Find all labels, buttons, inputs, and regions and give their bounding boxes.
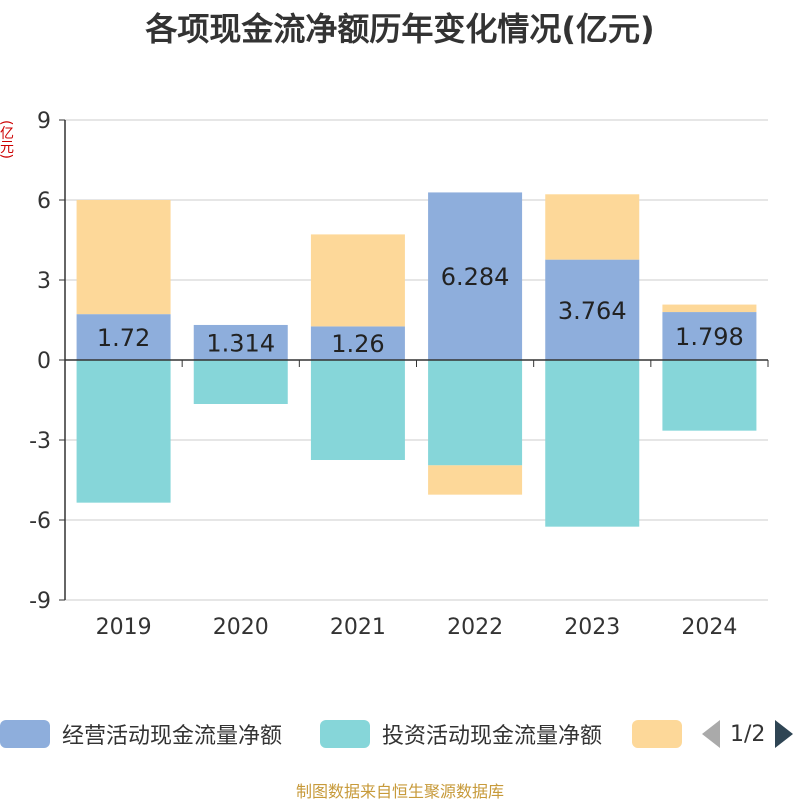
bar-investing-2024 bbox=[662, 360, 757, 431]
x-tick-label: 2020 bbox=[213, 615, 269, 640]
bar-operating-2021 bbox=[310, 326, 405, 360]
bar-investing-2019 bbox=[76, 360, 171, 503]
x-tick-label: 2019 bbox=[96, 615, 152, 640]
legend-label-operating: 经营活动现金流量净额 bbox=[62, 724, 283, 749]
y-tick-label: 6 bbox=[37, 189, 51, 214]
y-tick-label: 9 bbox=[37, 109, 51, 134]
bar-operating-2024 bbox=[662, 312, 757, 360]
bar-investing-2022 bbox=[428, 360, 523, 466]
bar-financing-2022 bbox=[428, 465, 523, 495]
pager-text: 1/2 bbox=[730, 721, 766, 747]
x-tick-label: 2024 bbox=[681, 615, 737, 640]
data-label: 1.798 bbox=[675, 323, 744, 351]
bar-financing-2024 bbox=[662, 304, 757, 313]
pager-next-icon[interactable] bbox=[775, 720, 794, 748]
y-tick-label: -3 bbox=[29, 429, 51, 454]
bar-operating-2020 bbox=[193, 324, 288, 360]
bar-operating-2023 bbox=[545, 259, 640, 360]
bar-investing-2023 bbox=[545, 360, 640, 527]
data-label: 6.284 bbox=[441, 263, 510, 291]
legend-swatch-financing bbox=[632, 720, 682, 748]
data-label: 3.764 bbox=[558, 297, 627, 325]
legend-label-investing: 投资活动现金流量净额 bbox=[382, 724, 603, 749]
pager-prev-icon[interactable] bbox=[702, 720, 720, 748]
chart-title: 各项现金流净额历年变化情况(亿元) bbox=[145, 10, 655, 48]
data-label: 1.26 bbox=[331, 330, 384, 358]
y-tick-label: -6 bbox=[29, 509, 51, 534]
legend-swatch-investing bbox=[320, 720, 370, 748]
legend: 经营活动现金流量净额 投资活动现金流量净额 1/2 bbox=[0, 716, 800, 752]
legend-item-operating[interactable]: 经营活动现金流量净额 bbox=[0, 716, 282, 752]
legend-item-financing[interactable] bbox=[632, 716, 682, 752]
chart-area: 9 6 3 0 -3 -6 -9 2019 2020 2021 2022 2023 2024 1.72 1.… bbox=[29, 109, 769, 640]
bar-financing-2019 bbox=[76, 200, 171, 315]
y-tick-label: 0 bbox=[37, 349, 51, 374]
source-note: 制图数据来自恒生聚源数据库 bbox=[295, 782, 504, 801]
x-tick-label: 2022 bbox=[447, 615, 503, 640]
bar-financing-2023 bbox=[545, 194, 640, 260]
y-tick-label: -9 bbox=[29, 589, 51, 614]
bar-operating-2019 bbox=[76, 314, 171, 360]
bar-operating-2022 bbox=[428, 192, 523, 360]
legend-item-investing[interactable]: 投资活动现金流量净额 bbox=[320, 716, 602, 752]
legend-pager: 1/2 bbox=[702, 716, 794, 752]
x-tick-label: 2023 bbox=[564, 615, 620, 640]
x-tick-label: 2021 bbox=[330, 615, 386, 640]
legend-swatch-operating bbox=[0, 720, 50, 748]
bar-investing-2020 bbox=[193, 360, 288, 404]
y-tick-label: 3 bbox=[37, 269, 51, 294]
data-label: 1.72 bbox=[97, 324, 150, 352]
data-label: 1.314 bbox=[206, 329, 275, 357]
bar-financing-2021 bbox=[310, 234, 405, 327]
bar-investing-2021 bbox=[310, 360, 405, 460]
y-axis-unit: (亿元) bbox=[0, 120, 14, 159]
